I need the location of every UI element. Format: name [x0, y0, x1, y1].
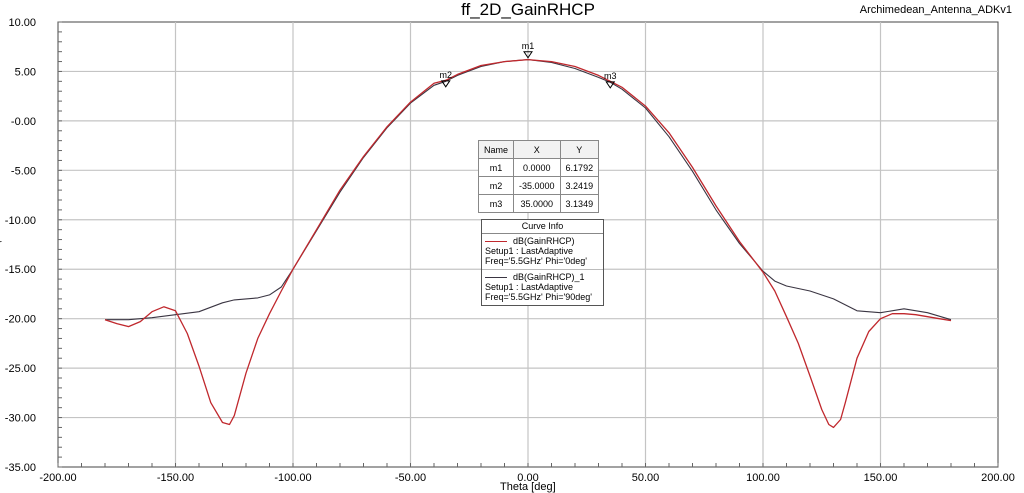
marker-m2-label: m2	[439, 70, 452, 80]
x-tick-label: 100.00	[746, 472, 780, 484]
marker-header-name: Name	[477, 140, 515, 159]
marker-m1-label: m1	[522, 41, 535, 51]
legend-entry-params: Freq='5.5GHz' Phi='90deg'	[485, 292, 592, 302]
marker-cell: 35.0000	[513, 194, 561, 213]
series-line-1	[104, 58, 952, 429]
marker-cell: 3.2419	[559, 176, 600, 195]
x-tick-label: 200.00	[981, 472, 1015, 484]
marker-cell: 0.0000	[513, 158, 561, 177]
marker-row-m1: m1 0.0000 6.1792	[477, 158, 600, 177]
curve-info-header: Curve Info	[482, 220, 603, 234]
marker-table-header: Name X Y	[477, 140, 600, 159]
marker-m1-triangle	[523, 51, 533, 59]
y-tick-label: -25.00	[5, 363, 36, 375]
marker-table: Name X Y m1 0.0000 6.1792 m2 -35.0000 3.…	[477, 140, 600, 213]
x-tick-label: 50.00	[632, 472, 660, 484]
y-tick-label: -30.00	[5, 413, 36, 425]
chart-title: ff_2D_GainRHCP	[461, 0, 595, 19]
marker-cell: -35.0000	[513, 176, 561, 195]
marker-m2-triangle	[440, 80, 451, 88]
marker-cell: m1	[477, 158, 515, 177]
x-tick-label: -50.00	[395, 472, 426, 484]
y-tick-label: -15.00	[5, 264, 36, 276]
x-tick-label: -100.00	[274, 472, 311, 484]
series	[104, 58, 952, 429]
legend-entry-title: dB(GainRHCP)_1	[513, 272, 585, 282]
marker-row-m3: m3 35.0000 3.1349	[477, 194, 600, 213]
marker-cell: 3.1349	[559, 194, 600, 213]
x-axis-label: Theta [deg]	[500, 481, 556, 493]
legend-swatch-red	[485, 240, 507, 242]
y-tick-label: 10.00	[8, 17, 36, 29]
ticks: -200.00 -150.00 -100.00 -50.00 0.00 50.00 100.…	[5, 17, 1015, 484]
legend-entry-phi90: dB(GainRHCP)_1 Setup1 : LastAdaptive Fre…	[482, 269, 603, 305]
legend-entry-params: Freq='5.5GHz' Phi='0deg'	[485, 256, 587, 266]
legend-entry-phi0: dB(GainRHCP) Setup1 : LastAdaptive Freq=…	[482, 234, 603, 269]
curve-info-legend[interactable]: Curve Info dB(GainRHCP) Setup1 : LastAda…	[481, 219, 604, 306]
project-name: Archimedean_Antenna_ADKv1	[859, 4, 1012, 16]
y-tick-label: -35.00	[5, 462, 36, 474]
y-tick-label: -0.00	[11, 116, 36, 128]
y-tick-label: -10.00	[5, 215, 36, 227]
marker-m3-label: m3	[604, 71, 617, 81]
legend-entry-title: dB(GainRHCP)	[513, 236, 575, 246]
y-axis-label-fragment: r	[0, 238, 2, 250]
marker-header-x: X	[513, 140, 561, 159]
marker-row-m2: m2 -35.0000 3.2419	[477, 176, 600, 195]
marker-cell: m2	[477, 176, 515, 195]
y-tick-label: -20.00	[5, 314, 36, 326]
markers: m1 m2 m3	[439, 41, 617, 89]
y-tick-label: -5.00	[11, 165, 36, 177]
marker-cell: m3	[477, 194, 515, 213]
legend-swatch-dark	[485, 276, 507, 278]
marker-m3-triangle	[605, 81, 616, 89]
y-tick-label: 5.00	[15, 66, 36, 78]
marker-cell: 6.1792	[559, 158, 600, 177]
x-tick-label: 150.00	[864, 472, 898, 484]
x-tick-label: 0.00	[517, 472, 538, 484]
marker-header-y: Y	[559, 140, 600, 159]
x-tick-label: -200.00	[39, 472, 76, 484]
legend-entry-setup: Setup1 : LastAdaptive	[485, 246, 574, 256]
x-tick-label: -150.00	[157, 472, 194, 484]
legend-entry-setup: Setup1 : LastAdaptive	[485, 282, 574, 292]
